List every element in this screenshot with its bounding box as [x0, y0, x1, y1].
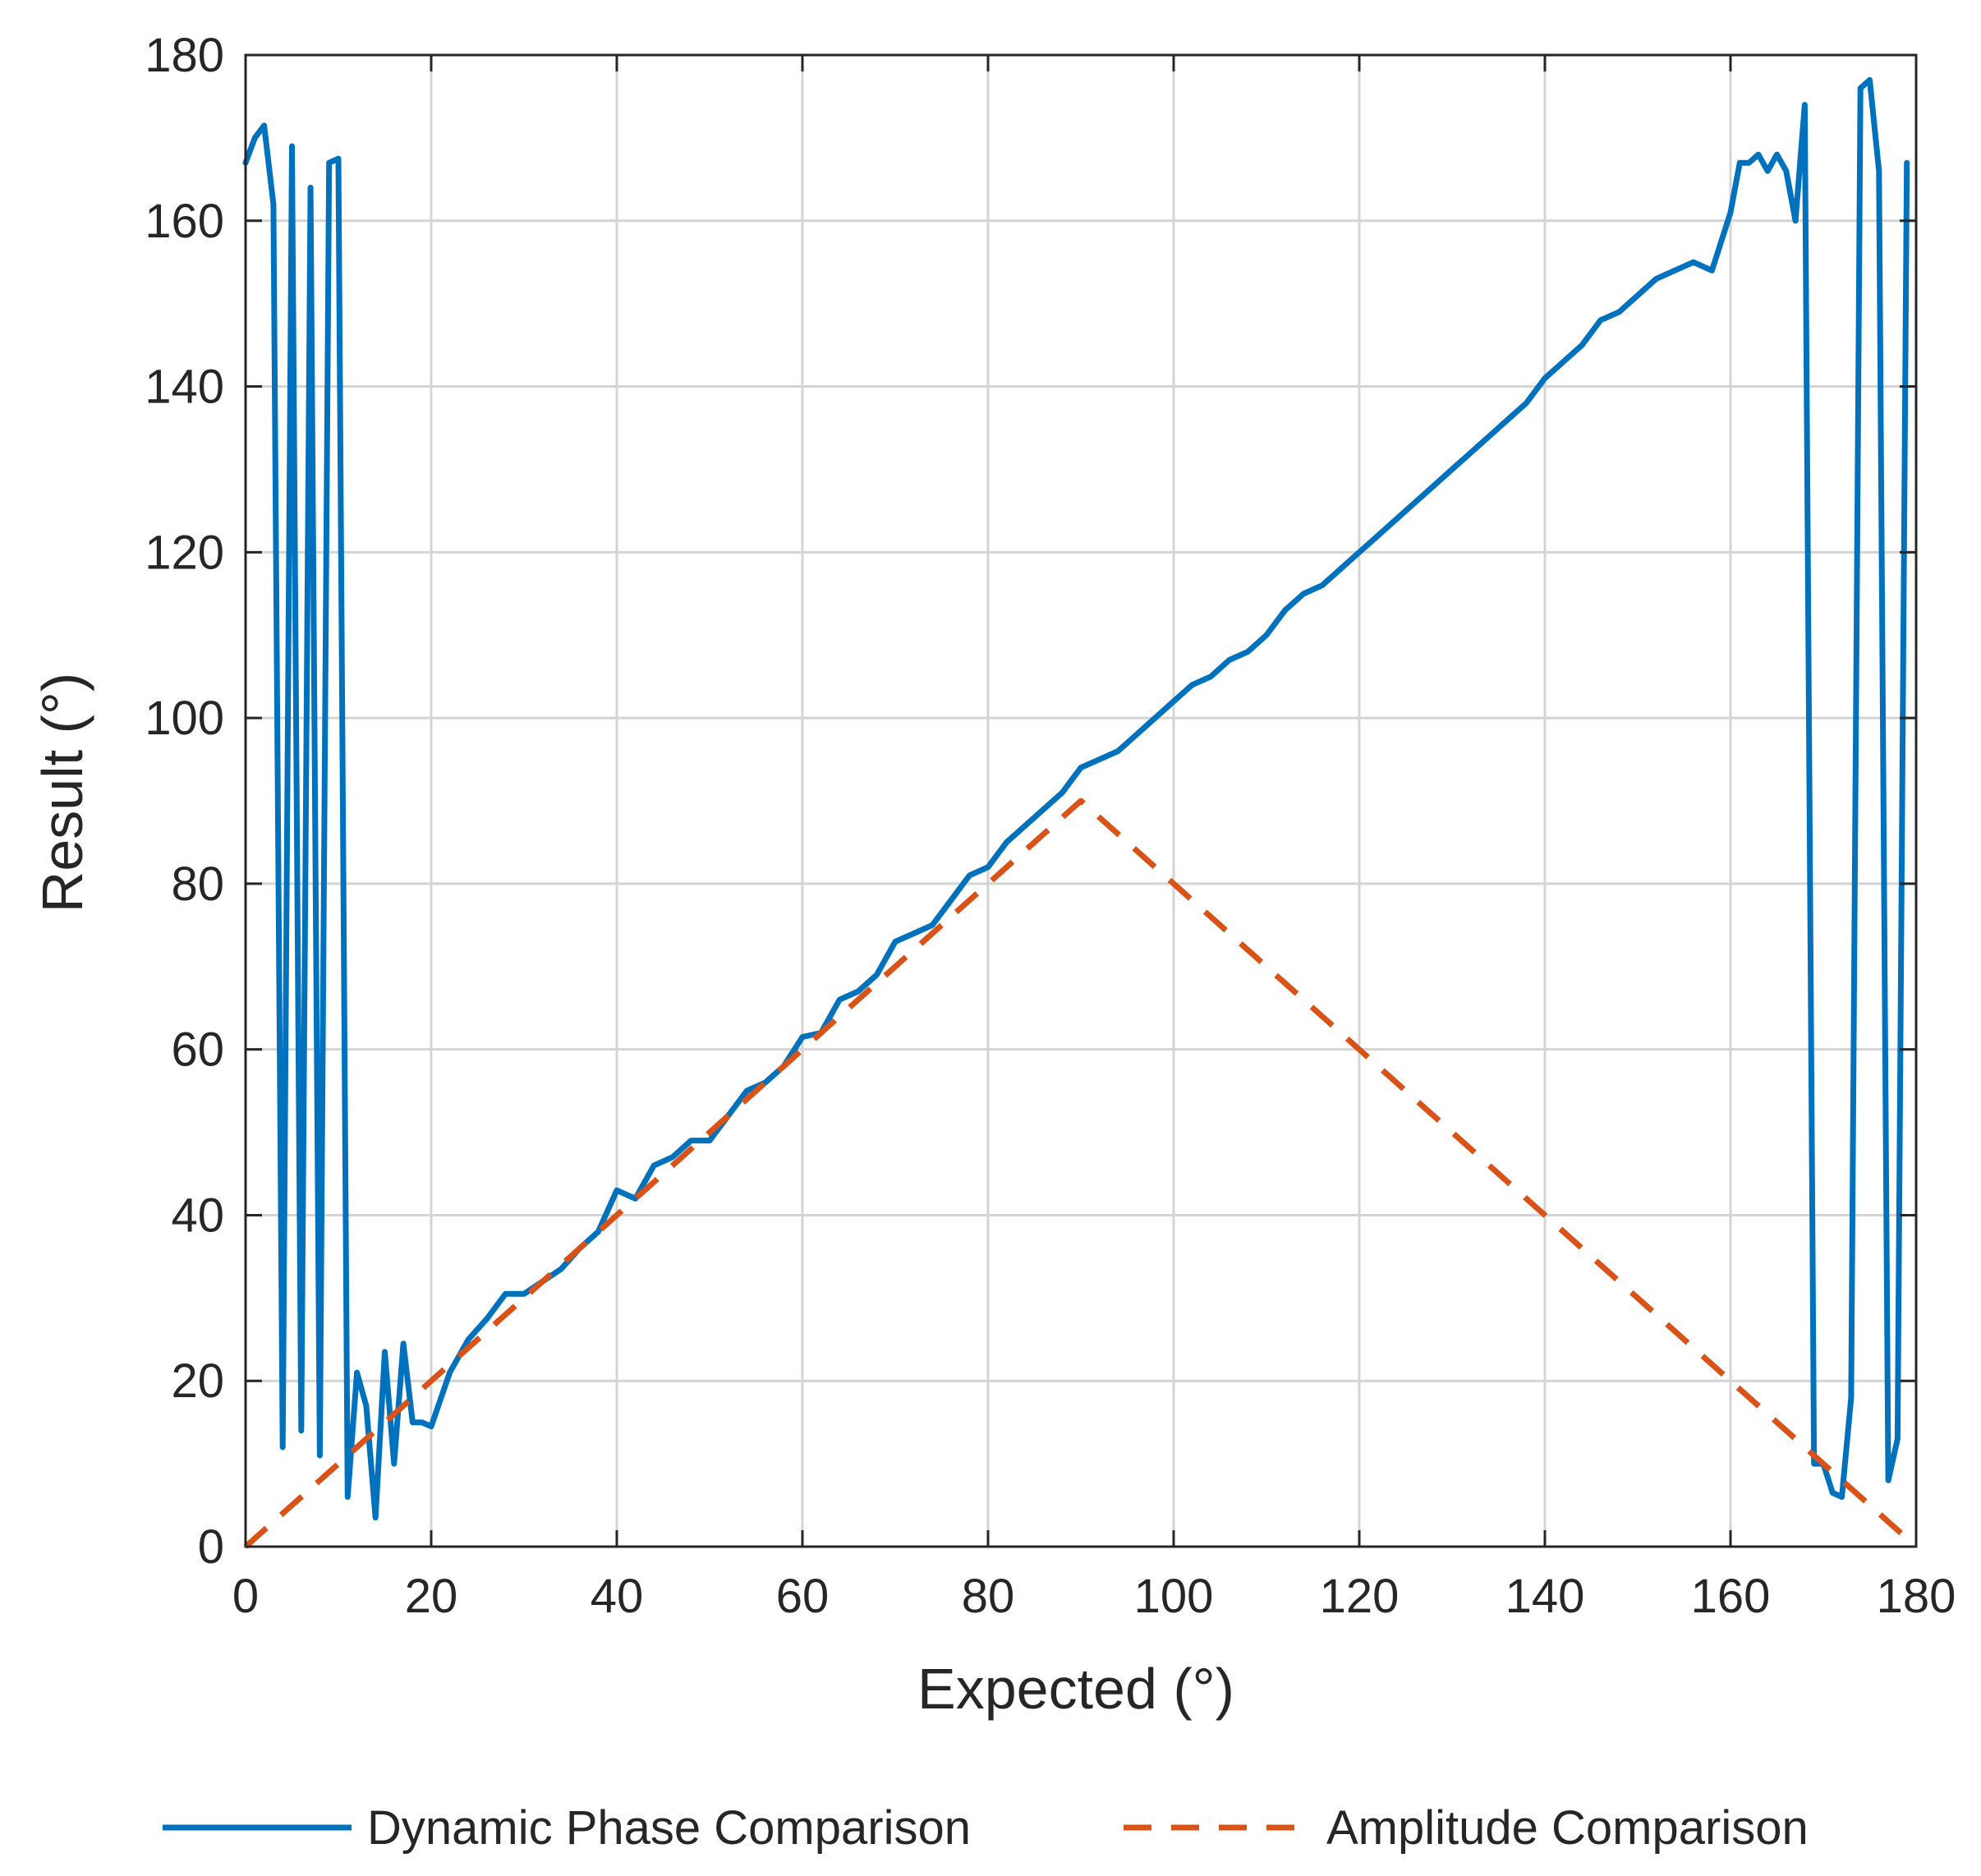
x-tick-label: 40	[591, 1570, 644, 1623]
x-tick-label: 80	[962, 1570, 1015, 1623]
x-axis-title: Expected (°)	[917, 1657, 1234, 1721]
plot-area-frame	[244, 53, 1918, 1548]
tick-labels: 0 20 40 60 80 100 120 140 160 180 0 20 40 60 80 100 120 1…	[145, 29, 1956, 1623]
legend-label-dynamic-phase: Dynamic Phase Comparison	[367, 1801, 971, 1855]
x-tick-label: 60	[776, 1570, 830, 1623]
legend: Dynamic Phase Comparison Amplitude Compa…	[163, 1801, 1809, 1855]
x-tick-label: 120	[1320, 1570, 1400, 1623]
x-tick-label: 20	[405, 1570, 458, 1623]
y-tick-label: 180	[145, 29, 224, 82]
series-layer	[242, 76, 1910, 1549]
x-tick-label: 100	[1134, 1570, 1214, 1623]
y-tick-label: 120	[145, 526, 224, 579]
y-tick-label: 140	[145, 361, 224, 414]
x-tick-label: 0	[232, 1570, 259, 1623]
y-tick-label: 40	[171, 1189, 224, 1242]
y-tick-label: 0	[198, 1520, 224, 1574]
legend-label-amplitude: Amplitude Comparison	[1326, 1801, 1809, 1855]
x-tick-label: 140	[1505, 1570, 1585, 1623]
y-tick-label: 20	[171, 1354, 224, 1408]
y-tick-label: 100	[145, 692, 224, 745]
y-tick-label: 80	[171, 858, 224, 911]
y-axis-title: Result (°)	[30, 673, 94, 913]
y-tick-label: 160	[145, 195, 224, 248]
x-tick-label: 180	[1877, 1570, 1956, 1623]
x-tick-label: 160	[1691, 1570, 1771, 1623]
axis-ticks	[244, 53, 1918, 1548]
series-line-dynamic-phase	[242, 76, 1910, 1521]
y-tick-label: 60	[171, 1023, 224, 1077]
series-line-amplitude	[243, 798, 1910, 1549]
